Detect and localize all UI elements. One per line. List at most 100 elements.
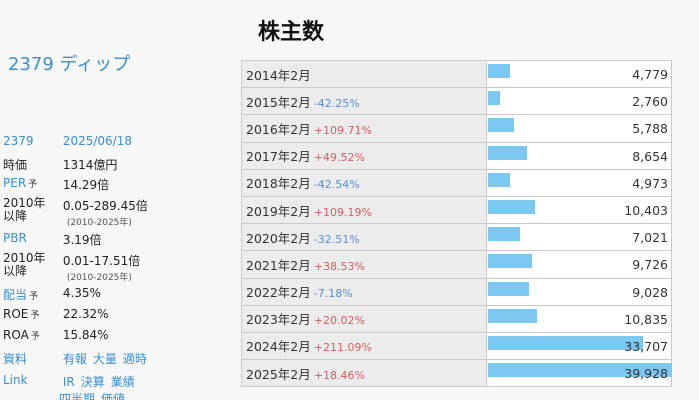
value-cell: 33,707	[485, 331, 672, 361]
change-percent: +109.19%	[313, 205, 372, 219]
year-label: 2024年2月	[246, 339, 311, 355]
year-label: 2023年2月	[246, 312, 311, 328]
year-label: 2018年2月	[246, 176, 311, 192]
bar-mark	[487, 145, 528, 160]
year-cell: 2015年2月 -42.25%	[241, 87, 487, 116]
change-percent: +211.09%	[313, 341, 372, 355]
year-label: 2021年2月	[246, 257, 311, 273]
table-row: 2023年2月 +20.02% 10,835	[241, 304, 672, 333]
pbr-range-label: 2010年 以降	[3, 251, 46, 278]
year-cell: 2019年2月 +109.19%	[241, 195, 487, 225]
change-percent: +38.53%	[313, 259, 365, 273]
value-label: 33,707	[624, 338, 668, 354]
value-label: 4,973	[632, 175, 668, 191]
pbr-range-row: 2010年 以降 0.01-17.51倍 (2010-2025年)	[3, 251, 141, 284]
bar-mark	[487, 199, 536, 214]
change-percent: +18.46%	[313, 368, 365, 382]
pbr-range-value: 0.01-17.51倍 (2010-2025年)	[62, 254, 141, 283]
link-ir[interactable]: IR	[62, 375, 75, 389]
year-cell: 2017年2月 +49.52%	[241, 141, 487, 170]
roe-value: 22.32%	[62, 307, 109, 321]
year-cell: 2021年2月 +38.53%	[241, 250, 487, 279]
table-row: 2017年2月 +49.52% 8,654	[241, 141, 672, 170]
table-row: 2021年2月 +38.53% 9,726	[241, 250, 672, 279]
table-row: 2024年2月 +211.09% 33,707	[241, 331, 672, 361]
pbr-label[interactable]: PBR	[3, 231, 27, 245]
change-percent: -42.54%	[313, 178, 360, 192]
per-range-label: 2010年 以降	[3, 196, 46, 223]
value-label: 7,021	[632, 230, 668, 246]
link-row-2: 四半期 価値	[59, 390, 131, 400]
value-cell: 9,726	[485, 250, 672, 279]
docs-link-yuho[interactable]: 有報	[62, 352, 87, 366]
value-label: 10,403	[624, 202, 668, 218]
per-label[interactable]: PER 予	[3, 176, 38, 190]
per-row: PER 予 14.29倍	[3, 176, 109, 193]
roa-value: 15.84%	[62, 328, 109, 342]
table-row: 2019年2月 +109.19% 10,403	[241, 195, 672, 225]
value-label: 39,928	[624, 366, 668, 382]
value-cell: 7,021	[485, 223, 672, 252]
table-row: 2015年2月 -42.25% 2,760	[241, 87, 672, 116]
bar-mark	[487, 254, 533, 269]
per-range-row: 2010年 以降 0.05-289.45倍 (2010-2025年)	[3, 196, 148, 229]
docs-row: 資料 有報 大量 適時	[3, 350, 153, 367]
year-label: 2016年2月	[246, 121, 311, 137]
link-kessan[interactable]: 決算	[80, 375, 105, 389]
bar-mark	[487, 363, 672, 378]
bar-mark	[487, 335, 643, 350]
value-cell: 4,973	[485, 168, 672, 197]
bar-mark	[487, 91, 501, 106]
bar-mark	[487, 118, 515, 133]
pbr-value: 3.19倍	[62, 233, 102, 247]
year-label: 2014年2月	[246, 67, 311, 83]
value-cell: 9,028	[485, 277, 672, 306]
page-title: 株主数	[258, 20, 325, 45]
table-row: 2020年2月 -32.51% 7,021	[241, 223, 672, 252]
docs-link-tairyo[interactable]: 大量	[92, 352, 117, 366]
change-percent: -42.25%	[313, 96, 360, 110]
table-row: 2022年2月 -7.18% 9,028	[241, 277, 672, 306]
table-row: 2016年2月 +109.71% 5,788	[241, 114, 672, 143]
bar-mark	[487, 64, 510, 78]
change-percent: +109.71%	[313, 123, 372, 137]
dividend-value: 4.35%	[62, 286, 101, 300]
value-label: 4,779	[632, 67, 668, 82]
table-row: 2025年2月 +18.46% 39,928	[241, 359, 672, 388]
shareholders-table: 2014年2月 4,779 2015年2月 -42.25% 2,760 2016年2月 +1…	[241, 59, 672, 388]
code-link[interactable]: 2379	[3, 134, 34, 148]
year-label: 2025年2月	[246, 366, 311, 382]
year-label: 2020年2月	[246, 230, 311, 246]
date-link[interactable]: 2025/06/18	[62, 134, 132, 148]
dividend-label[interactable]: 配当予	[3, 288, 39, 302]
link-shihanki[interactable]: 四半期	[59, 392, 96, 400]
value-label: 5,788	[632, 121, 668, 137]
table-row: 2014年2月 4,779	[241, 59, 672, 89]
link-label: Link	[3, 373, 28, 387]
year-label: 2022年2月	[246, 285, 311, 301]
pbr-row: PBR 3.19倍	[3, 231, 102, 248]
value-label: 8,654	[632, 148, 668, 164]
link-row: Link IR 決算 業績	[3, 373, 141, 390]
change-percent: +49.52%	[313, 151, 365, 165]
company-title[interactable]: 2379 ディップ	[8, 54, 131, 75]
bar-mark	[487, 227, 520, 242]
year-cell: 2014年2月	[241, 59, 487, 89]
value-cell: 2,760	[485, 87, 672, 116]
link-gyoseki[interactable]: 業績	[110, 375, 135, 389]
market-cap-value: 1314億円	[62, 158, 118, 172]
market-cap-label: 時価	[3, 158, 28, 172]
bar-mark	[487, 308, 538, 323]
year-cell: 2024年2月 +211.09%	[241, 331, 487, 361]
year-cell: 2020年2月 -32.51%	[241, 223, 487, 252]
link-kachi[interactable]: 価値	[101, 392, 126, 400]
year-cell: 2016年2月 +109.71%	[241, 114, 487, 143]
year-cell: 2025年2月 +18.46%	[241, 359, 487, 388]
value-cell: 4,779	[485, 59, 672, 89]
year-label: 2015年2月	[246, 94, 311, 110]
change-percent: -7.18%	[313, 287, 353, 301]
docs-link-tekiji[interactable]: 適時	[122, 352, 147, 366]
bar-mark	[487, 172, 511, 187]
value-cell: 10,403	[485, 195, 672, 225]
per-value: 14.29倍	[62, 178, 110, 192]
